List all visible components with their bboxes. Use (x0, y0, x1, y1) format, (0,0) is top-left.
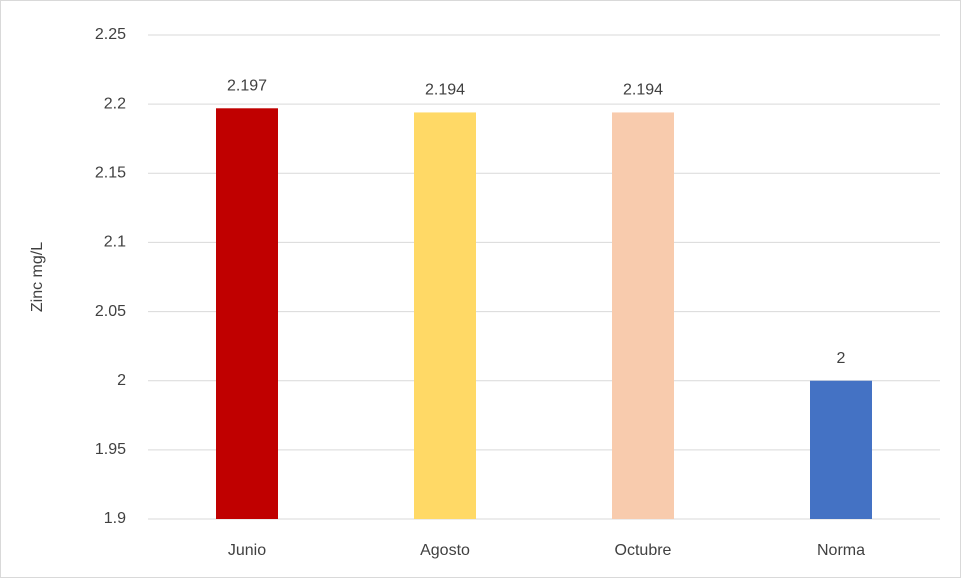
data-label: 2.194 (425, 82, 465, 99)
y-tick-label: 2.2 (104, 95, 126, 112)
bar (810, 380, 872, 519)
y-tick-label: 1.9 (104, 510, 126, 527)
y-tick-label: 2.25 (95, 26, 126, 43)
x-tick-label: Junio (228, 542, 266, 559)
y-tick-label: 2.1 (104, 234, 126, 251)
data-label: 2 (837, 350, 846, 367)
bar (612, 112, 674, 519)
y-axis-label: Zinc mg/L (29, 242, 46, 312)
bar (414, 112, 476, 519)
x-tick-label: Norma (817, 542, 865, 559)
x-tick-label: Agosto (420, 542, 470, 559)
data-label: 2.194 (623, 82, 663, 99)
y-tick-label: 1.95 (95, 441, 126, 458)
y-tick-label: 2.05 (95, 303, 126, 320)
bar (216, 108, 278, 519)
y-tick-label: 2 (117, 372, 126, 389)
data-label: 2.197 (227, 78, 267, 95)
x-tick-label: Octubre (615, 542, 672, 559)
y-tick-label: 2.15 (95, 165, 126, 182)
